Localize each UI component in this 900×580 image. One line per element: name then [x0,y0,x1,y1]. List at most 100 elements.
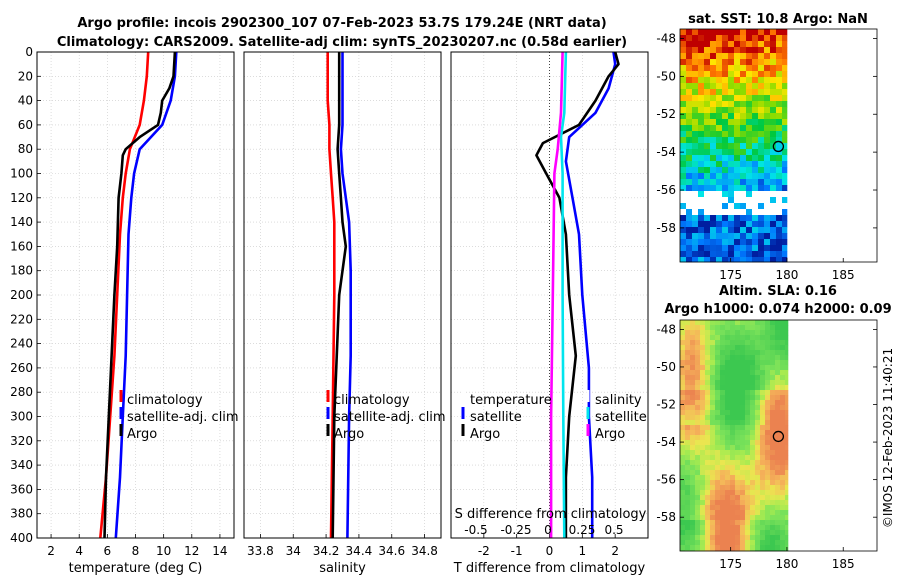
map-cell [770,101,777,108]
map-cell [755,450,761,456]
map-cell [725,430,731,436]
map-cell [695,540,701,546]
map-cell [716,113,723,120]
map-cell [734,197,741,204]
map-cell [760,390,766,396]
map-cell [685,430,691,436]
map-cell [765,465,771,471]
map-cell [770,257,777,263]
map-cell [700,520,706,526]
map-cell [785,380,789,386]
map-cell [700,320,706,326]
map-cell [770,155,777,162]
map-cell [695,360,701,366]
map-cell [700,480,706,486]
map-cell [745,455,751,461]
map-cell [722,245,729,252]
map-cell [752,95,759,102]
map-cell [776,89,783,96]
map-cell [750,395,756,401]
map-cell [745,525,751,531]
map-cell [770,173,777,180]
map-cell [692,251,699,258]
map-cell [722,215,729,222]
map-cell [760,450,766,456]
map-cell [780,445,786,451]
map-cell [720,475,726,481]
map-cell [700,450,706,456]
map-cell [720,515,726,521]
map-cell [775,500,781,506]
map-cell [705,505,711,511]
map-cell [716,83,723,90]
map-cell [770,505,776,511]
map-cell [730,360,736,366]
map-cell [780,375,786,381]
map-cell [710,350,716,356]
sst-map-title: sat. SST: 10.8 Argo: NaN [688,12,868,27]
map-cell [730,480,736,486]
map-cell [715,455,721,461]
map-cell [752,239,759,246]
map-frame [679,319,878,552]
map-cell [785,450,789,456]
map-cell [704,155,711,162]
map-cell [764,155,771,162]
map-cell [700,525,706,531]
map-cell [690,390,696,396]
map-cell [704,203,711,210]
map-cell [750,475,756,481]
y-tick-label: 380 [10,507,33,521]
map-cell [764,89,771,96]
map-cell [685,365,691,371]
map-cell [716,59,723,66]
map-cell [695,355,701,361]
y-tick-label: 160 [10,239,33,253]
map-cell [700,370,706,376]
map-cell [715,485,721,491]
map-cell [764,209,771,216]
map-cell [770,440,776,446]
map-cell [745,400,751,406]
map-cell [700,385,706,391]
map-cell [770,525,776,531]
map-cell [770,107,777,114]
map-cell [692,143,699,150]
map-cell [740,89,747,96]
map-cell [740,29,747,36]
x-tick-label: 2 [611,544,619,558]
map-cell [715,470,721,476]
map-cell [715,335,721,341]
map-cell [765,390,771,396]
map-cell [782,185,788,192]
y-tick-label: 120 [10,191,33,205]
map-cell [755,355,761,361]
map-cell [690,460,696,466]
map-y-tick-label: -48 [656,31,676,45]
map-cell [730,465,736,471]
map-cell [780,535,786,541]
y-tick-label: 220 [10,312,33,326]
map-cell [750,480,756,486]
map-cell [758,35,765,42]
map-cell [745,535,751,541]
map-cell [728,59,735,66]
map-cell [775,410,781,416]
map-cell [725,505,731,511]
map-cell [752,35,759,42]
map-cell [700,380,706,386]
map-cell [685,540,691,546]
map-cell [730,335,736,341]
map-cell [704,77,711,84]
map-cell [728,125,735,132]
map-cell [755,530,761,536]
map-cell [745,420,751,426]
map-cell [740,227,747,234]
map-cell [685,460,691,466]
map-cell [685,455,691,461]
x-tick-label: 8 [132,544,140,558]
map-cell [704,209,711,216]
map-cell [780,390,786,396]
map-cell [764,245,771,252]
map-cell [780,495,786,501]
